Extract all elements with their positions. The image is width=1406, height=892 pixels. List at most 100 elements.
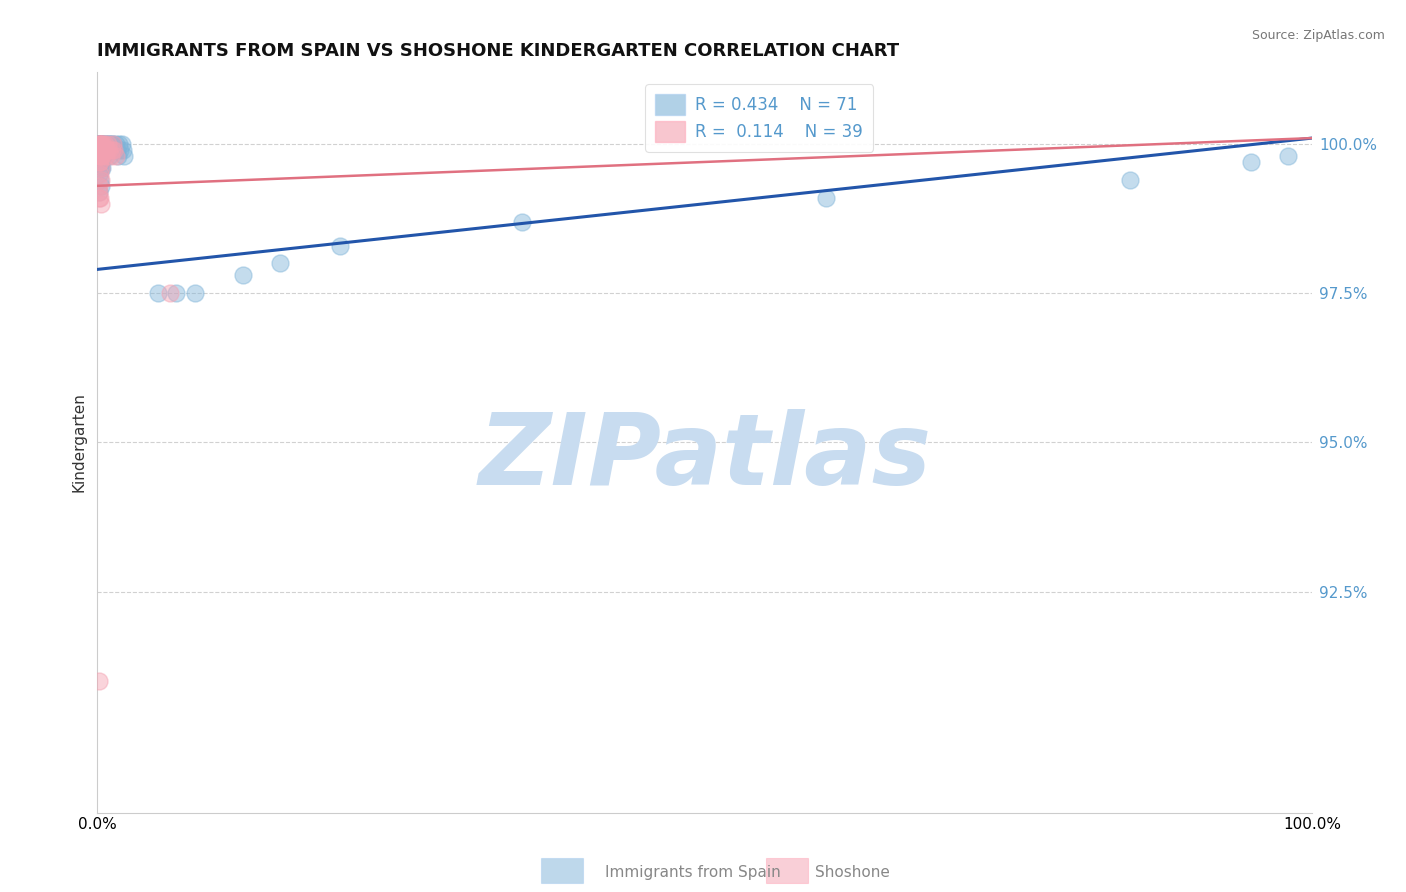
Point (87, 136, 110, 151)
Point (94, 149, 117, 163)
Point (93, 136, 115, 151)
Point (90, 136, 112, 151)
Point (103, 143, 125, 157)
Point (93, 136, 115, 151)
Point (93, 143, 115, 157)
Point (90, 196, 112, 211)
Point (89, 149, 111, 163)
Point (183, 286, 205, 301)
Point (103, 143, 125, 157)
Point (91, 149, 114, 163)
Point (110, 143, 132, 157)
Point (89, 136, 111, 151)
Point (101, 143, 124, 157)
Point (97, 136, 120, 151)
Point (101, 136, 124, 151)
Point (100, 136, 122, 151)
Point (89, 191, 111, 205)
Text: IMMIGRANTS FROM SPAIN VS SHOSHONE KINDERGARTEN CORRELATION CHART: IMMIGRANTS FROM SPAIN VS SHOSHONE KINDER… (97, 42, 900, 60)
Point (90, 149, 112, 163)
Point (89, 161, 111, 175)
Point (93, 136, 115, 151)
Point (87, 674, 110, 689)
Text: Source: ZipAtlas.com: Source: ZipAtlas.com (1251, 29, 1385, 42)
Point (100, 143, 122, 157)
Point (87, 155, 110, 169)
Point (90, 161, 112, 175)
Point (87, 136, 110, 151)
Point (165, 286, 187, 301)
Point (107, 149, 129, 163)
Point (89, 136, 111, 151)
Point (93, 143, 115, 157)
Point (111, 143, 134, 157)
Point (94, 136, 117, 151)
Point (90, 143, 112, 157)
Point (1277, 149, 1299, 163)
Point (90, 173, 112, 187)
Point (90, 143, 112, 157)
Point (90, 149, 112, 163)
Point (96, 143, 118, 157)
Point (100, 149, 122, 163)
Text: Immigrants from Spain: Immigrants from Spain (605, 865, 780, 880)
Point (1240, 155, 1263, 169)
Point (97, 136, 120, 151)
Point (87, 143, 110, 157)
Point (87, 136, 110, 151)
Point (89, 155, 111, 169)
Point (87, 149, 110, 163)
Point (91, 149, 114, 163)
Point (91, 136, 114, 151)
Point (93, 143, 115, 157)
Point (94, 143, 117, 157)
Point (87, 143, 110, 157)
Point (91, 161, 114, 175)
Point (101, 136, 124, 151)
Point (98, 149, 121, 163)
Point (91, 143, 114, 157)
Point (104, 149, 127, 163)
Point (97, 143, 120, 157)
Point (98, 136, 121, 151)
Point (108, 136, 131, 151)
Legend: R = 0.434    N = 71, R =  0.114    N = 39: R = 0.434 N = 71, R = 0.114 N = 39 (645, 85, 873, 152)
Point (329, 238, 352, 252)
Y-axis label: Kindergarten: Kindergarten (72, 392, 86, 492)
Point (96, 143, 118, 157)
Point (91, 136, 114, 151)
Point (1119, 173, 1142, 187)
Point (232, 268, 254, 283)
Point (111, 136, 134, 151)
Point (101, 143, 124, 157)
Point (104, 136, 127, 151)
Point (93, 149, 115, 163)
Point (89, 143, 111, 157)
Point (98, 143, 121, 157)
Point (89, 167, 111, 181)
Point (105, 143, 128, 157)
Point (87, 155, 110, 169)
Point (91, 136, 114, 151)
Point (269, 256, 291, 270)
Point (89, 155, 111, 169)
Point (90, 136, 112, 151)
Point (89, 136, 111, 151)
Point (159, 286, 181, 301)
Point (101, 136, 124, 151)
Point (87, 136, 110, 151)
Point (87, 178, 110, 193)
Point (93, 143, 115, 157)
Point (90, 136, 112, 151)
Text: ZIPatlas: ZIPatlas (478, 409, 931, 506)
Point (90, 155, 112, 169)
Point (87, 149, 110, 163)
Point (90, 161, 112, 175)
Point (89, 149, 111, 163)
Point (815, 191, 838, 205)
Point (87, 167, 110, 181)
Point (512, 214, 534, 228)
Point (90, 136, 112, 151)
Point (112, 149, 135, 163)
Point (96, 136, 118, 151)
